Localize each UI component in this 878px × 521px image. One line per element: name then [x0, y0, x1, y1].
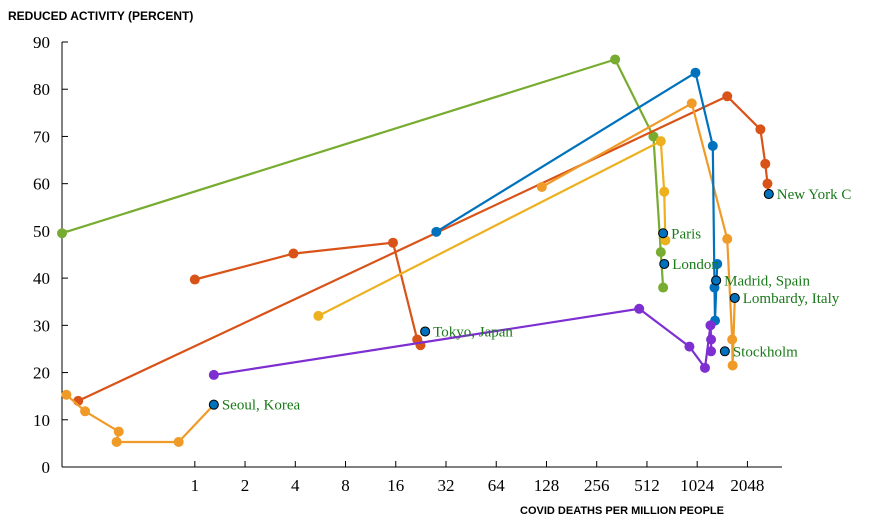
x-tick-label: 16 — [387, 476, 404, 495]
data-point — [431, 226, 442, 237]
y-tick-label: 70 — [33, 127, 50, 146]
x-ticks-group: 1 2 4 8 16 32 64 128 256 512 1024 2048 — [191, 461, 764, 495]
data-point — [699, 362, 710, 373]
x-tick-label: 64 — [488, 476, 506, 495]
series-1 — [189, 237, 426, 351]
annotation-nyc: New York C — [777, 187, 852, 203]
y-tick-label: 80 — [33, 80, 50, 99]
x-tick-label: 256 — [584, 476, 610, 495]
series-4 — [536, 98, 740, 371]
data-point — [686, 98, 697, 109]
annotation-marker — [208, 399, 219, 410]
data-point — [61, 389, 72, 400]
data-point — [762, 178, 773, 189]
annotation-marker — [729, 292, 740, 303]
series-3 — [313, 136, 671, 321]
annotation-stockholm: Stockholm — [733, 344, 798, 360]
annotation-marker — [711, 275, 722, 286]
data-point — [727, 334, 738, 345]
annotation-madrid: Madrid, Spain — [724, 273, 810, 289]
x-tick-label: 4 — [291, 476, 300, 495]
annotation-paris: Paris — [671, 226, 701, 242]
y-tick-label: 90 — [33, 33, 50, 52]
series-7 — [208, 303, 717, 380]
series-line — [61, 58, 665, 288]
data-point — [313, 310, 324, 321]
annotation-tokyo: Tokyo, Japan — [433, 324, 513, 340]
annotation-london: London — [672, 257, 719, 273]
x-tick-label: 512 — [634, 476, 660, 495]
annotation-marker — [763, 189, 774, 200]
data-point — [755, 124, 766, 135]
y-ticks-group: 0 10 20 30 40 50 60 70 80 90 — [33, 33, 68, 477]
annotation-marker — [659, 258, 670, 269]
x-tick-label: 8 — [341, 476, 350, 495]
data-point — [111, 436, 122, 447]
data-point — [690, 67, 701, 78]
data-point — [173, 436, 184, 447]
x-tick-label: 1024 — [680, 476, 715, 495]
y-tick-label: 20 — [33, 364, 50, 383]
y-tick-label: 50 — [33, 222, 50, 241]
series-line — [65, 393, 215, 444]
series-5 — [431, 67, 723, 326]
data-point — [727, 360, 738, 371]
series-2 — [73, 91, 774, 406]
data-point — [684, 341, 695, 352]
x-tick-label: 1 — [191, 476, 200, 495]
series-layer — [57, 54, 774, 447]
data-point — [722, 233, 733, 244]
y-tick-label: 60 — [33, 175, 50, 194]
y-tick-label: 0 — [42, 458, 51, 477]
data-point — [634, 303, 645, 314]
data-point — [610, 54, 621, 65]
y-tick-label: 40 — [33, 269, 50, 288]
data-point — [189, 274, 200, 285]
annotation-marker — [658, 228, 669, 239]
data-point — [387, 237, 398, 248]
x-tick-label: 32 — [438, 476, 455, 495]
x-tick-label: 2048 — [730, 476, 764, 495]
data-point — [655, 247, 666, 258]
annotation-layer: New York C Paris London Madrid, Spain Lombar… — [208, 187, 852, 414]
series-line — [317, 140, 667, 317]
series-line — [213, 307, 713, 376]
y-axis-label: REDUCED ACTIVITY (PERCENT) — [8, 9, 193, 23]
data-point — [706, 346, 717, 357]
series-line — [435, 71, 719, 322]
annotation-seoul: Seoul, Korea — [222, 398, 301, 414]
data-point — [648, 131, 659, 142]
data-point — [712, 258, 723, 269]
annotation-marker — [420, 326, 431, 337]
y-tick-label: 10 — [33, 411, 50, 430]
data-point — [208, 369, 219, 380]
data-point — [705, 320, 716, 331]
data-point — [659, 186, 670, 197]
data-point — [536, 181, 547, 192]
data-point — [760, 158, 771, 169]
data-point — [722, 91, 733, 102]
data-point — [706, 334, 717, 345]
data-point — [655, 136, 666, 147]
annotation-marker — [719, 346, 730, 357]
data-point — [658, 282, 669, 293]
data-point — [707, 140, 718, 151]
data-point — [113, 426, 124, 437]
series-line — [541, 102, 736, 367]
series-0 — [57, 54, 669, 293]
data-point — [80, 406, 91, 417]
x-axis-label: COVID DEATHS PER MILLION PEOPLE — [520, 505, 724, 517]
x-tick-label: 2 — [241, 476, 250, 495]
annotation-lombardy: Lombardy, Italy — [743, 291, 840, 307]
data-point — [288, 248, 299, 259]
data-point — [57, 228, 67, 239]
y-tick-label: 30 — [33, 316, 50, 335]
x-tick-label: 128 — [534, 476, 560, 495]
